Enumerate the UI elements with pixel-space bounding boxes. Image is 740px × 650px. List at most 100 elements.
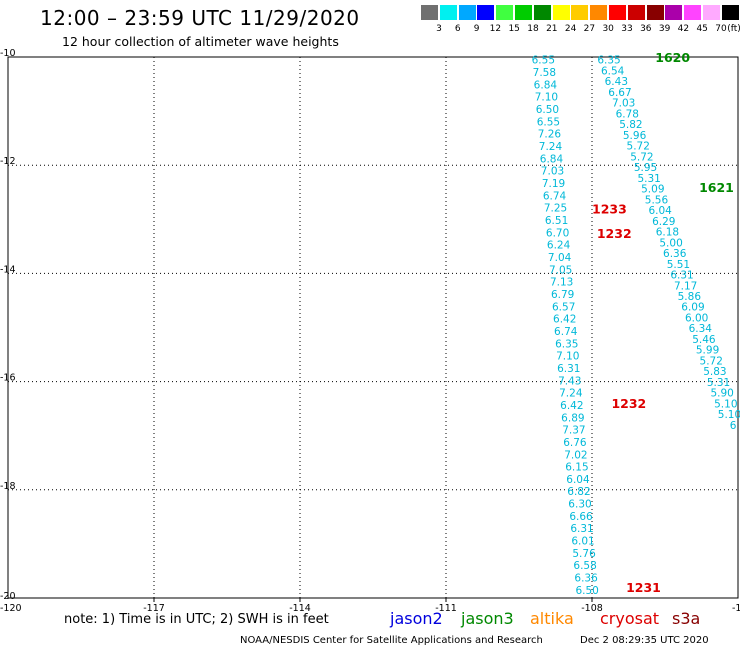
wave-height-point: 5.96 (623, 130, 647, 142)
legend-swatch (646, 5, 664, 20)
wave-height-point: 6.84 (534, 79, 558, 91)
wave-height-point: 7.37 (562, 425, 585, 437)
y-tick-label: -18 (0, 481, 16, 492)
wave-height-point: 7.58 (533, 67, 556, 79)
wave-height-point: 6.24 (547, 240, 571, 252)
wave-height-point: 6.35 (555, 338, 578, 350)
wave-height-point: 6.18 (656, 227, 679, 239)
wave-height-point: 5.31 (637, 173, 660, 185)
legend-swatch (665, 5, 683, 20)
pass-time-label: 1232 (597, 226, 632, 241)
wave-height-point: 7.10 (556, 351, 579, 363)
wave-height-point: 7.04 (548, 252, 572, 264)
wave-height-point: 6.67 (608, 87, 631, 99)
y-tick-label: -20 (0, 591, 16, 602)
legend-swatch (609, 5, 626, 20)
legend-label: 12 (489, 24, 502, 34)
wave-height-point: 6.42 (560, 400, 583, 412)
legend-swatch (627, 5, 645, 20)
legend-label: 45 (696, 24, 708, 34)
wave-height-point: 6.43 (605, 76, 628, 88)
wave-height-point: 5.72 (627, 141, 650, 153)
wave-height-point: 7.25 (544, 203, 567, 215)
mission-jason2: jason2 (390, 609, 443, 628)
legend-swatch (477, 5, 495, 20)
wave-height-point: 7.03 (541, 166, 564, 178)
legend-swatch (684, 5, 702, 20)
wave-height-point: 6.55 (532, 55, 555, 67)
wave-height-point: 7.05 (549, 264, 572, 276)
mission-jason3: jason3 (461, 609, 514, 628)
wave-height-point: 7.03 (612, 98, 635, 110)
pass-time-label: 1232 (611, 396, 646, 411)
wave-height-point: 6.35 (597, 55, 620, 67)
wave-height-point: 7.24 (559, 388, 583, 400)
legend-unit: (ft) (727, 24, 740, 34)
legend-label: 24 (564, 24, 577, 34)
pass-time-label: 1233 (592, 201, 627, 216)
wave-height-point: 6.34 (689, 323, 713, 335)
wave-height-point: 5.72 (700, 355, 723, 367)
wave-height-point: 5.56 (645, 194, 669, 206)
wave-height-point: 6.54 (601, 65, 625, 77)
legend-label: 33 (621, 24, 633, 34)
wave-height-point: 7.26 (538, 129, 562, 141)
generation-timestamp: Dec 2 08:29:35 UTC 2020 (580, 635, 709, 646)
wave-height-point: 6.74 (543, 190, 567, 202)
credit-line: NOAA/NESDIS Center for Satellite Applica… (240, 635, 543, 646)
legend-label: 3 (436, 24, 442, 34)
wave-height-point: 5.82 (619, 119, 642, 131)
legend-label: 21 (546, 24, 558, 34)
wave-height-point: 6 (730, 420, 737, 432)
wave-height-point: 6.50 (575, 585, 598, 597)
wave-height-point: 5.31 (707, 377, 730, 389)
legend-swatch (703, 5, 720, 20)
mission-cryosat: cryosat (600, 609, 660, 628)
legend-label: 15 (508, 24, 520, 34)
wave-height-point: 6.76 (563, 437, 587, 449)
wave-height-point: 6.58 (573, 560, 596, 572)
legend-label: 18 (527, 24, 539, 34)
legend-label: 6 (454, 24, 461, 34)
wave-height-point: 6.78 (616, 108, 639, 120)
y-tick-label: -12 (0, 156, 16, 167)
wave-height-point: 6.50 (536, 104, 559, 116)
wave-height-point: 7.13 (550, 277, 573, 289)
wave-height-point: 6.15 (565, 462, 588, 474)
y-tick-label: -10 (0, 48, 16, 59)
wave-height-point: 5.10 (718, 409, 740, 421)
legend-label: 36 (640, 24, 652, 34)
pass-time-label: 1620 (655, 50, 690, 65)
wave-height-point: 6.79 (551, 289, 574, 301)
wave-height-point: 6.55 (537, 116, 560, 128)
wave-height-point: 6.51 (545, 215, 568, 227)
legend-swatch (458, 5, 476, 20)
wave-height-point: 6.31 (570, 523, 593, 535)
wave-height-point: 6.36 (574, 573, 598, 585)
wave-height-point: 6.84 (540, 153, 564, 165)
pass-time-label: 1231 (626, 580, 661, 595)
pass-time-label: 1621 (699, 180, 734, 195)
legend-swatch (571, 5, 589, 20)
wave-height-point: 6.36 (663, 248, 687, 260)
mission-altika: altika (530, 609, 574, 628)
legend-label: 9 (473, 24, 480, 34)
legend-swatch (721, 5, 739, 20)
wave-height-point: 5.09 (641, 184, 664, 196)
legend-swatch (439, 5, 457, 20)
x-tick-label: -10 (732, 603, 740, 614)
legend-swatch (515, 5, 532, 20)
wave-height-point: 5.72 (630, 151, 653, 163)
wave-height-point: 7.24 (539, 141, 563, 153)
wave-height-point: 6.04 (566, 474, 590, 486)
wave-height-point: 6.31 (557, 363, 580, 375)
legend-swatch (421, 5, 438, 20)
wave-height-point: 5.76 (572, 548, 596, 560)
legend-swatch (496, 5, 514, 20)
wave-height-point: 6.00 (685, 312, 708, 324)
wave-height-point: 7.17 (674, 280, 697, 292)
wave-height-point: 7.02 (564, 449, 587, 461)
wave-height-point: 6.09 (681, 302, 704, 314)
chart-title: 12:00 – 23:59 UTC 11/29/2020 (40, 6, 360, 30)
